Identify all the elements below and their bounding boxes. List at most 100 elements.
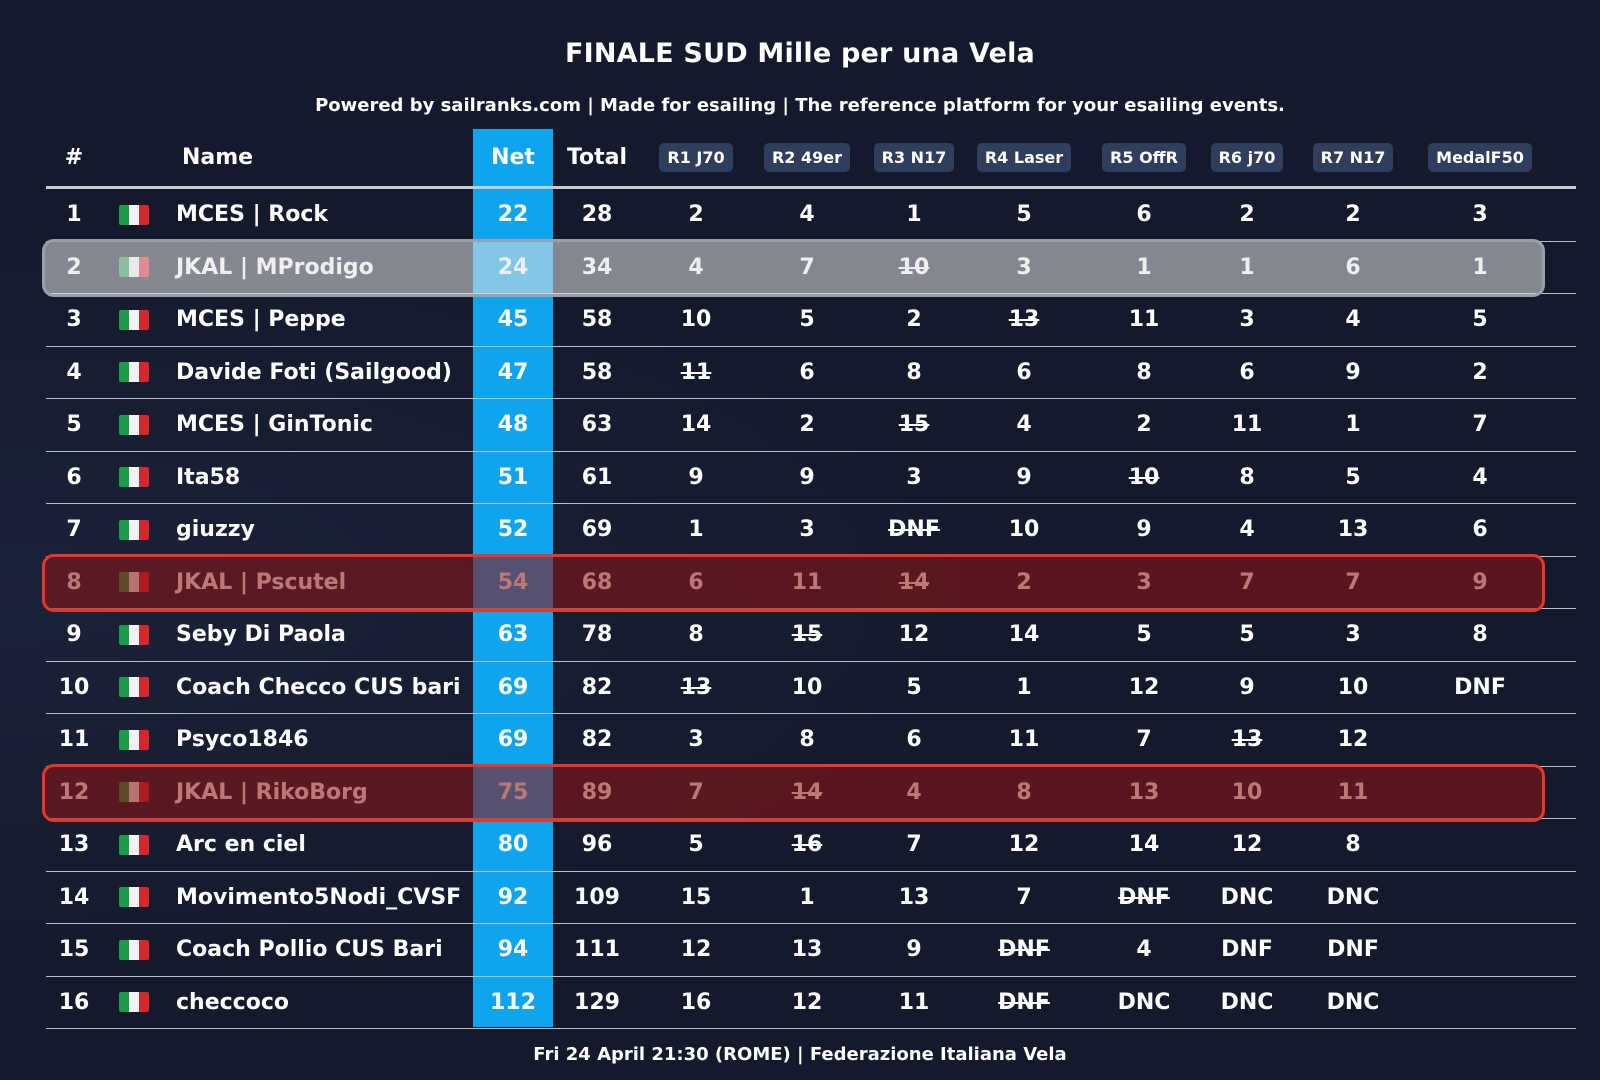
- rank-cell: 10: [58, 674, 90, 700]
- rank-cell: 9: [66, 622, 82, 648]
- italy-flag-icon: [119, 204, 149, 225]
- race-score-cell: 16: [791, 832, 823, 858]
- total-cell: 69: [581, 517, 613, 543]
- race-score-cell: 10: [1128, 464, 1160, 490]
- net-cell: 22: [497, 202, 529, 228]
- table-row: 2 JKAL | MProdigo 24 34 4 7 10 3 1 1 6 1: [46, 242, 1576, 294]
- name-cell: Davide Foti (Sailgood): [176, 359, 452, 385]
- name-cell: Coach Pollio CUS Bari: [176, 937, 443, 963]
- race-score-cell: 6: [1239, 359, 1255, 385]
- race-score-cell: 9: [688, 464, 704, 490]
- table-row: 9 Seby Di Paola 63 78 8 15 12 14 5 5 3 8: [46, 609, 1576, 662]
- table-row: 10 Coach Checco CUS bari 69 82 13 10 5 1 12 9 10 DN…: [46, 662, 1576, 714]
- race-score-cell: 10: [898, 254, 930, 280]
- table-row: 7 giuzzy 52 69 1 3 DNF 10 9 4 13 6: [46, 504, 1576, 557]
- flag-cell: [118, 504, 150, 556]
- name-cell: Movimento5Nodi_CVSF: [176, 884, 462, 910]
- net-cell: 69: [497, 674, 529, 700]
- race-score-cell: 5: [688, 832, 704, 858]
- table-row: 8 JKAL | Pscutel 54 68 6 11 14 2 3 7 7 9: [46, 557, 1576, 609]
- race-score-cell: 12: [1231, 832, 1263, 858]
- header-race-2: R2 49er: [760, 129, 854, 186]
- italy-flag-icon: [119, 362, 149, 383]
- table-row: 11 Psyco1846 69 82 3 8 6 11 7 13 12: [46, 714, 1576, 767]
- race-score-cell: 8: [688, 622, 704, 648]
- race-badge: R5 OffR: [1102, 143, 1186, 172]
- net-cell: 75: [497, 779, 529, 805]
- race-score-cell: DNF: [1118, 884, 1170, 910]
- rank-cell: 12: [58, 779, 90, 805]
- net-cell: 45: [497, 307, 529, 333]
- table-row: 6 Ita58 51 61 9 9 3 9 10 8 5 4: [46, 452, 1576, 504]
- total-cell: 89: [581, 779, 613, 805]
- race-score-cell: 2: [1345, 202, 1361, 228]
- total-cell: 109: [574, 884, 620, 910]
- race-score-cell: 3: [1345, 622, 1361, 648]
- race-score-cell: 6: [799, 359, 815, 385]
- flag-cell: [118, 767, 150, 819]
- race-score-cell: 9: [1239, 674, 1255, 700]
- rank-cell: 4: [66, 359, 82, 385]
- net-cell: 63: [497, 622, 529, 648]
- table-row: 3 MCES | Peppe 45 58 10 5 2 13 11 3 4 5: [46, 294, 1576, 347]
- race-score-cell: 14: [791, 779, 823, 805]
- header-name: Name: [182, 145, 254, 170]
- race-score-cell: 12: [1337, 727, 1369, 753]
- table-row: 15 Coach Pollio CUS Bari 94 111 12 13 9 DNF 4 DNF…: [46, 924, 1576, 977]
- italy-flag-icon: [119, 677, 149, 698]
- total-cell: 28: [581, 202, 613, 228]
- italy-flag-icon: [119, 729, 149, 750]
- race-score-cell: 3: [906, 464, 922, 490]
- rank-cell: 7: [66, 517, 82, 543]
- name-cell: giuzzy: [176, 517, 255, 543]
- rank-cell: 13: [58, 832, 90, 858]
- race-score-cell: 4: [1472, 464, 1488, 490]
- table-row: 13 Arc en ciel 80 96 5 16 7 12 14 12 8: [46, 819, 1576, 872]
- net-cell: 92: [497, 884, 529, 910]
- race-score-cell: [1428, 977, 1532, 1029]
- flag-cell: [118, 977, 150, 1029]
- italy-flag-icon: [119, 834, 149, 855]
- net-cell: 112: [490, 989, 536, 1015]
- race-score-cell: DNF: [998, 989, 1050, 1015]
- race-score-cell: 2: [1472, 359, 1488, 385]
- race-score-cell: DNF: [888, 517, 940, 543]
- total-cell: 63: [581, 412, 613, 438]
- page-footer: Fri 24 April 21:30 (ROME) | Federazione …: [533, 1044, 1067, 1065]
- race-score-cell: 1: [1136, 254, 1152, 280]
- race-score-cell: 5: [799, 307, 815, 333]
- rank-cell: 15: [58, 937, 90, 963]
- race-score-cell: 4: [688, 254, 704, 280]
- net-cell: 52: [497, 517, 529, 543]
- net-cell: 94: [497, 937, 529, 963]
- race-score-cell: 3: [799, 517, 815, 543]
- net-cell: 48: [497, 412, 529, 438]
- race-score-cell: 5: [1345, 464, 1361, 490]
- race-score-cell: 13: [898, 884, 930, 910]
- rank-cell: 1: [66, 202, 82, 228]
- race-score-cell: 7: [688, 779, 704, 805]
- flag-cell: [118, 872, 150, 924]
- flag-cell: [118, 924, 150, 976]
- race-score-cell: 13: [791, 937, 823, 963]
- flag-cell: [118, 294, 150, 346]
- race-score-cell: 11: [1231, 412, 1263, 438]
- race-score-cell: 5: [1472, 307, 1488, 333]
- flag-cell: [118, 347, 150, 399]
- net-cell: 51: [497, 464, 529, 490]
- race-score-cell: 14: [1008, 622, 1040, 648]
- race-score-cell: 4: [906, 779, 922, 805]
- flag-cell: [118, 399, 150, 451]
- header-race-4: R4 Laser: [976, 129, 1072, 186]
- race-score-cell: DNF: [1221, 937, 1273, 963]
- race-score-cell: 13: [1231, 727, 1263, 753]
- race-score-cell: 2: [906, 307, 922, 333]
- race-score-cell: 10: [680, 307, 712, 333]
- name-cell: JKAL | MProdigo: [176, 254, 374, 280]
- italy-flag-icon: [119, 467, 149, 488]
- race-score-cell: 1: [1239, 254, 1255, 280]
- race-score-cell: 5: [1239, 622, 1255, 648]
- rank-cell: 6: [66, 464, 82, 490]
- race-score-cell: [1428, 767, 1532, 819]
- header-race-6: R6 j70: [1210, 129, 1284, 186]
